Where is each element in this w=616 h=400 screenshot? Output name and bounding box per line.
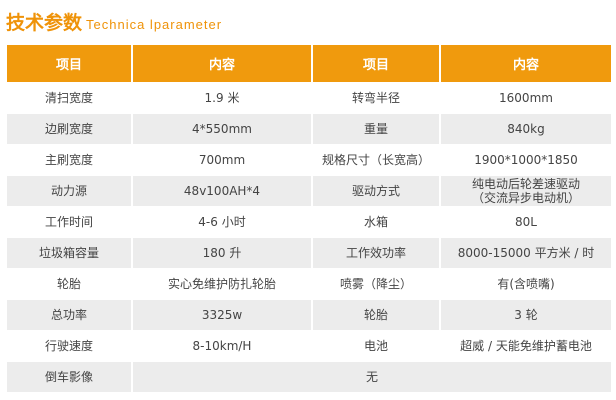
cell-value: 700mm — [198, 153, 246, 167]
cell-value: 840kg — [441, 114, 611, 144]
cell-value: 实心免维护防扎轮胎 — [167, 277, 276, 291]
cell-label: 驱动方式 — [313, 176, 439, 206]
table-row: 清扫宽度 1.9 米 转弯半径 1600mm — [7, 83, 611, 113]
table-row: 行驶速度 8-10km/H 电池 超威 / 天能免维护蓄电池 — [7, 331, 611, 361]
cell-label: 工作效功率 — [313, 238, 439, 268]
cell-value: 1900*1000*1850 — [474, 153, 578, 167]
cell-value: 4-6 小时 — [198, 215, 246, 229]
table-header: 项目 内容 项目 内容 — [7, 45, 611, 82]
cell-value: 超威 / 天能免维护蓄电池 — [460, 339, 592, 353]
cell-label: 喷雾（降尘） — [339, 277, 412, 291]
header-content: 内容 — [133, 45, 311, 82]
cell-value: 48v100AH*4 — [133, 176, 311, 206]
cell-label: 总功率 — [7, 300, 131, 330]
cell-label: 行驶速度 — [44, 339, 93, 353]
table-row: 边刷宽度 4*550mm 重量 840kg — [7, 114, 611, 144]
cell-value: 1.9 米 — [204, 91, 240, 105]
cell-label: 边刷宽度 — [7, 114, 131, 144]
cell-value: 3 轮 — [441, 300, 611, 330]
cell-label: 工作时间 — [44, 215, 93, 229]
cell-label: 清扫宽度 — [44, 91, 93, 105]
cell-label: 轮胎 — [313, 300, 439, 330]
cell-value: 80L — [515, 215, 537, 229]
cell-label: 垃圾箱容量 — [7, 238, 131, 268]
cell-value: 1600mm — [499, 91, 553, 105]
cell-value: 4*550mm — [133, 114, 311, 144]
table-row-last: 倒车影像 无 — [7, 362, 611, 392]
parameter-table: 项目 内容 项目 内容 清扫宽度 1.9 米 转弯半径 1600mm 边刷宽度 4*550… — [5, 44, 613, 393]
header-item: 项目 — [313, 45, 439, 82]
cell-label: 主刷宽度 — [44, 153, 93, 167]
table-row: 轮胎 实心免维护防扎轮胎 喷雾（降尘） 有(含喷嘴) — [7, 269, 611, 299]
cell-value: 无 — [133, 362, 611, 392]
cell-label: 水箱 — [363, 215, 388, 229]
table-row: 垃圾箱容量 180 升工作效功率 8000-15000 平方米 / 时 — [7, 238, 611, 268]
title-cn: 技术参数 — [6, 12, 83, 34]
cell-value: 3325w — [133, 300, 311, 330]
cell-value: 8-10km/H — [192, 339, 252, 353]
cell-label: 电池 — [363, 339, 388, 353]
cell-label: 倒车影像 — [7, 362, 131, 392]
cell-label: 动力源 — [7, 176, 131, 206]
cell-label: 转弯半径 — [351, 91, 400, 105]
title-en: Technica lparameter — [86, 17, 223, 32]
table-row: 主刷宽度 700mm 规格尺寸（长宽高） 1900*1000*1850 — [7, 145, 611, 175]
cell-value: 纯电动后轮差速驱动 （交流异步电动机） — [441, 176, 611, 206]
table-row: 动力源 48v100AH*4 驱动方式 纯电动后轮差速驱动 （交流异步电动机） — [7, 176, 611, 206]
header-content: 内容 — [441, 45, 611, 82]
table-row: 总功率 3325w 轮胎 3 轮 — [7, 300, 611, 330]
section-title: 技术参数 Technica lparameter — [6, 8, 222, 34]
cell-value: 180 升 — [133, 238, 311, 268]
cell-value: 有(含喷嘴) — [497, 277, 555, 291]
header-item: 项目 — [7, 45, 131, 82]
table-row: 工作时间 4-6 小时 水箱 80L — [7, 207, 611, 237]
cell-label: 重量 — [313, 114, 439, 144]
cell-value: 8000-15000 平方米 / 时 — [441, 238, 611, 268]
cell-label: 轮胎 — [56, 277, 81, 291]
cell-label: 规格尺寸（长宽高） — [321, 153, 430, 167]
